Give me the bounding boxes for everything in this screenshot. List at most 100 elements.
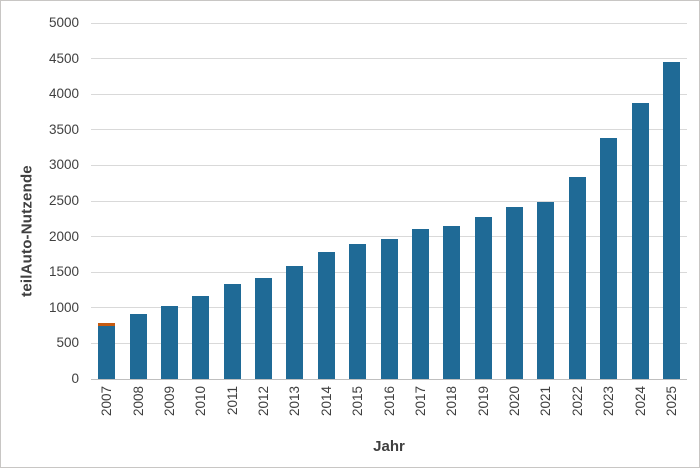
bar-segment-2025 [662,62,680,379]
bar-column-2015 [342,23,373,379]
x-tick-cell-2025: 2025 [656,381,687,429]
bar-segment-2013 [286,265,304,379]
bar-segment-2017 [411,229,429,379]
y-tick-label: 3500 [48,121,79,137]
x-tick-cell-2024: 2024 [624,381,655,429]
bar-column-2012 [248,23,279,379]
y-tick-label: 5000 [48,15,79,30]
bar-column-2023 [593,23,624,379]
bar-column-2018 [436,23,467,379]
bar-segment-2012 [255,277,273,379]
x-tick-label: 2014 [318,386,334,417]
x-tick-label: 2018 [444,386,460,417]
bar-column-2014 [311,23,342,379]
y-tick-label: 4000 [48,86,79,102]
bar-column-2017 [405,23,436,379]
gridline [91,129,687,131]
gridline [91,22,687,24]
x-tick-cell-2009: 2009 [154,381,185,429]
x-tick-label: 2013 [287,386,303,417]
gridline [91,164,687,166]
x-tick-cell-2014: 2014 [311,381,342,429]
x-tick-cell-2021: 2021 [530,381,561,429]
y-tick-label: 4500 [48,50,79,66]
bar-column-2024 [624,23,655,379]
bar-segment-2020 [506,206,524,379]
x-tick-cell-2010: 2010 [185,381,216,429]
x-tick-label: 2016 [381,386,397,417]
plot-area [91,22,687,380]
x-tick-cell-2016: 2016 [373,381,404,429]
bar-column-2011 [217,23,248,379]
bar-segment-2009 [160,306,178,379]
bar-segment-2021 [537,202,555,379]
x-tick-label: 2017 [412,386,428,417]
bar-column-2008 [122,23,153,379]
bar-segment-2014 [317,251,335,379]
bar-segment-2018 [443,225,461,379]
bar-column-2010 [185,23,216,379]
x-tick-label: 2012 [256,386,272,417]
bar-column-2019 [468,23,499,379]
x-tick-cell-2019: 2019 [468,381,499,429]
x-tick-cell-2012: 2012 [248,381,279,429]
bar-column-2022 [562,23,593,379]
gridline [91,200,687,202]
bar-segment-2024 [631,103,649,379]
bar-segment-2015 [349,244,367,379]
x-tick-label: 2021 [538,386,554,417]
x-axis-line [91,378,687,380]
x-tick-cell-2022: 2022 [562,381,593,429]
x-tick-cell-2011: 2011 [217,381,248,429]
bar-column-2007 [91,23,122,379]
x-tick-label: 2019 [475,386,491,417]
x-axis-title: Jahr [373,438,405,455]
bar-column-2009 [154,23,185,379]
bar-segment-2010 [192,295,210,379]
y-tick-label: 3000 [48,157,79,173]
y-tick-label: 500 [56,335,79,351]
x-tick-label: 2024 [632,386,648,417]
x-tick-label: 2025 [663,386,679,417]
x-axis-tick-labels: 2007 2008 2009 2010 2011 2012 2013 2014 2015 2016… [91,381,687,429]
bar-segment-2022 [568,176,586,379]
bar-segment-2019 [474,217,492,379]
x-tick-cell-2008: 2008 [122,381,153,429]
bar-segment-2011 [223,284,241,379]
bar-column-2021 [530,23,561,379]
gridline [91,236,687,238]
x-tick-label: 2010 [193,386,209,417]
x-tick-cell-2018: 2018 [436,381,467,429]
y-tick-label: 2000 [48,228,79,244]
gridline [91,58,687,60]
gridline [91,93,687,95]
bars-layer [91,23,687,379]
y-tick-label: 2500 [48,193,79,208]
bar-segment-2007 [98,323,116,326]
bar-column-2016 [373,23,404,379]
x-tick-cell-2023: 2023 [593,381,624,429]
bar-column-2020 [499,23,530,379]
x-tick-label: 2023 [601,386,617,417]
x-tick-label: 2015 [350,386,366,417]
x-tick-label: 2008 [130,386,146,417]
y-tick-label: 1000 [48,299,79,315]
x-tick-cell-2015: 2015 [342,381,373,429]
x-tick-label: 2022 [569,386,585,417]
y-tick-label: 0 [71,371,79,386]
bar-segment-2008 [129,313,147,379]
bar-segment-2007 [98,325,116,379]
bar-segment-2016 [380,239,398,379]
x-tick-cell-2007: 2007 [91,381,122,429]
x-tick-label: 2007 [99,386,115,417]
x-tick-cell-2017: 2017 [405,381,436,429]
x-tick-label: 2020 [507,386,523,417]
bar-column-2013 [279,23,310,379]
x-tick-label: 2011 [224,386,240,416]
x-tick-label: 2009 [161,386,177,417]
x-tick-cell-2020: 2020 [499,381,530,429]
bar-column-2025 [656,23,687,379]
bar-segment-2023 [600,137,618,379]
y-tick-label: 1500 [48,264,79,280]
